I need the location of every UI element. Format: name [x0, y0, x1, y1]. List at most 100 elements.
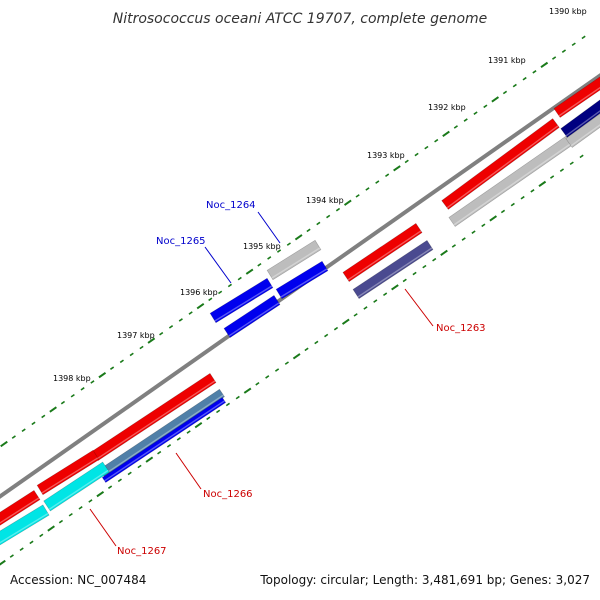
accession-text: Accession: NC_007484: [10, 573, 146, 587]
scale-label: 1395 kbp: [243, 242, 281, 251]
scale-tick: [146, 457, 153, 462]
scale-tick: [376, 181, 379, 183]
scale-tick: [307, 229, 310, 231]
scale-tick: [433, 259, 436, 261]
scale-tick: [40, 534, 43, 536]
scale-tick: [97, 492, 104, 497]
scale-tick: [336, 209, 339, 211]
scale-tick: [246, 269, 253, 274]
scale-tick: [226, 403, 229, 405]
scale-tick: [189, 312, 192, 314]
scale-label: 1391 kbp: [488, 56, 526, 65]
scale-tick: [531, 190, 534, 192]
scale-tick: [120, 360, 123, 362]
scale-tick: [334, 328, 337, 330]
scale-tick: [216, 410, 219, 412]
scale-tick: [454, 126, 457, 128]
gene-label-noc-1263: Noc_1263: [436, 323, 486, 334]
scale-tick: [443, 132, 450, 137]
scale-tick: [285, 362, 288, 364]
scale-tick: [79, 507, 82, 509]
scale-tick: [345, 200, 352, 205]
scale-tick: [533, 71, 536, 73]
scale-label: 1394 kbp: [306, 196, 344, 205]
scale-tick: [366, 188, 369, 190]
scale-tick: [513, 84, 516, 86]
scale-tick: [385, 174, 388, 176]
cds-features: [0, 76, 600, 547]
scale-tick: [413, 272, 416, 274]
scale-tick: [268, 257, 271, 259]
scale-tick: [130, 353, 133, 355]
scale-tick: [462, 238, 465, 240]
scale-tick: [20, 548, 23, 550]
gene-label-noc-1264: Noc_1264: [206, 200, 256, 211]
scale-tick: [108, 486, 111, 488]
scale-tick: [12, 436, 15, 438]
label-leader-line: [405, 289, 433, 326]
scale-tick: [394, 166, 401, 171]
scale-tick: [392, 285, 399, 290]
scale-tick: [140, 346, 143, 348]
scale-tick: [1, 442, 8, 447]
scale-tick: [256, 383, 259, 385]
scale-tick: [305, 348, 308, 350]
scale-tick: [187, 431, 190, 433]
scale-tick: [61, 401, 64, 403]
scale-tick: [541, 63, 548, 68]
scale-tick: [293, 354, 300, 359]
scale-tick: [356, 195, 359, 197]
cds-feature: [210, 278, 273, 322]
scale-label: 1392 kbp: [428, 103, 466, 112]
scale-tick: [81, 388, 84, 390]
scale-tick: [218, 291, 221, 293]
scale-tick: [228, 284, 231, 286]
scale-tick: [580, 155, 583, 157]
scale-tick: [539, 182, 546, 187]
scale-label: 1390 kbp: [549, 7, 587, 16]
gene-label-noc-1265: Noc_1265: [156, 236, 206, 247]
scale-tick: [582, 36, 585, 38]
scale-tick: [435, 140, 438, 142]
scale-tick: [287, 243, 290, 245]
scale-tick: [244, 388, 251, 393]
scale-tick: [374, 300, 377, 302]
scale-tick: [354, 314, 357, 316]
scale-tick: [209, 298, 212, 300]
gene-label-noc-1266: Noc_1266: [203, 489, 253, 500]
scale-label: 1398 kbp: [53, 374, 91, 383]
cds-feature: [100, 389, 225, 476]
scale-tick: [160, 333, 163, 335]
scale-tick: [441, 251, 448, 256]
scale-tick: [158, 452, 161, 454]
scale-label: 1396 kbp: [180, 288, 218, 297]
scale-tick: [343, 319, 350, 324]
scale-tick: [207, 417, 210, 419]
scale-tick: [550, 176, 553, 178]
scale-ticks-inner: [0, 155, 583, 565]
scale-tick: [22, 429, 25, 431]
scale-tick: [10, 555, 13, 557]
scale-tick: [0, 561, 5, 566]
scale-tick: [405, 160, 408, 162]
scale-tick: [403, 279, 406, 281]
scale-tick: [423, 265, 426, 267]
scale-tick: [118, 479, 121, 481]
scale-tick: [425, 146, 428, 148]
scale-tick: [523, 78, 526, 80]
scale-tick: [484, 105, 487, 107]
map-title: Nitrosococcus oceani ATCC 19707, complet…: [113, 11, 488, 27]
scale-tick: [295, 235, 302, 240]
label-leader-line: [205, 247, 231, 283]
scale-tick: [30, 541, 33, 543]
scale-tick: [562, 50, 565, 52]
scale-tick: [327, 215, 330, 217]
scale-tick: [315, 341, 318, 343]
scale-tick: [258, 264, 261, 266]
scale-tick: [472, 231, 475, 233]
scale-tick: [474, 112, 477, 114]
scale-tick: [179, 319, 182, 321]
scale-tick: [167, 445, 170, 447]
scale-tick: [42, 415, 45, 417]
